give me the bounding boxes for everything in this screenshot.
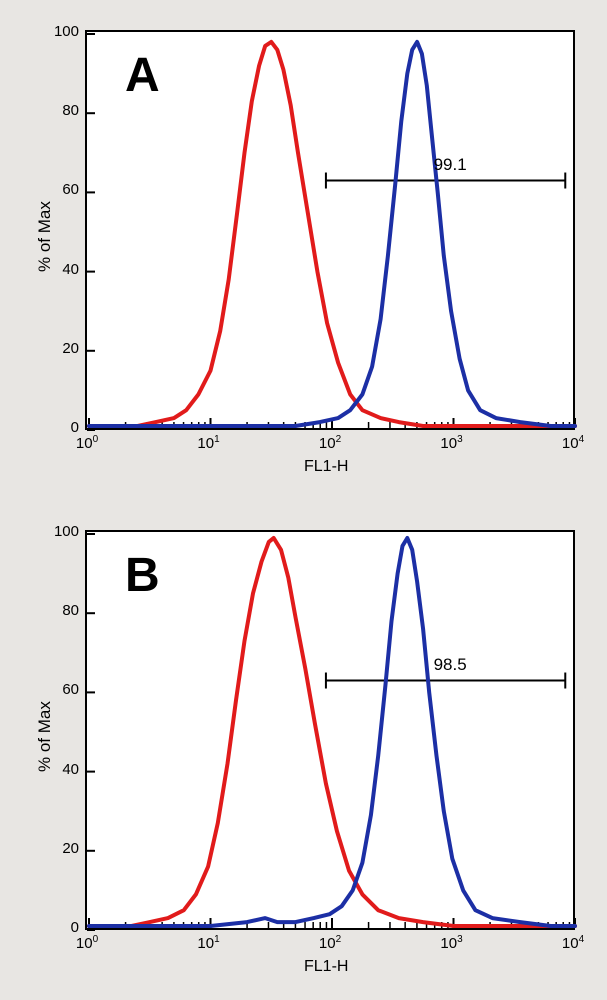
histogram-curve-1: [89, 42, 575, 426]
figure-sheet: 02040608010010010110210310499.1A% of Max…: [0, 0, 607, 1000]
xtick-label: 100: [67, 434, 107, 452]
panel-b: 02040608010010010110210310498.5B% of Max…: [0, 520, 607, 1000]
x-axis-label: FL1-H: [304, 458, 348, 476]
histogram-curve-0: [89, 538, 575, 926]
gate-value: 99.1: [434, 155, 467, 175]
histogram-curve-0: [89, 42, 575, 426]
ytick-label: 60: [45, 181, 79, 198]
plot-svg: [87, 32, 577, 432]
xtick-label: 102: [310, 434, 350, 452]
xtick-label: 103: [432, 434, 472, 452]
xtick-label: 103: [432, 934, 472, 952]
ytick-label: 20: [45, 840, 79, 857]
ytick-label: 20: [45, 340, 79, 357]
plot-svg: [87, 532, 577, 932]
panel-a: 02040608010010010110210310499.1A% of Max…: [0, 20, 607, 500]
histogram-curve-1: [89, 538, 575, 926]
xtick-label: 101: [189, 934, 229, 952]
ytick-label: 100: [45, 23, 79, 40]
xtick-label: 102: [310, 934, 350, 952]
xtick-label: 100: [67, 934, 107, 952]
ytick-label: 60: [45, 681, 79, 698]
panel-label: A: [125, 48, 160, 103]
y-axis-label: % of Max: [35, 201, 55, 272]
ytick-label: 80: [45, 602, 79, 619]
xtick-label: 101: [189, 434, 229, 452]
gate-value: 98.5: [434, 655, 467, 675]
ytick-label: 80: [45, 102, 79, 119]
xtick-label: 104: [553, 434, 593, 452]
xtick-label: 104: [553, 934, 593, 952]
y-axis-label: % of Max: [35, 701, 55, 772]
panel-label: B: [125, 548, 160, 603]
ytick-label: 100: [45, 523, 79, 540]
x-axis-label: FL1-H: [304, 958, 348, 976]
